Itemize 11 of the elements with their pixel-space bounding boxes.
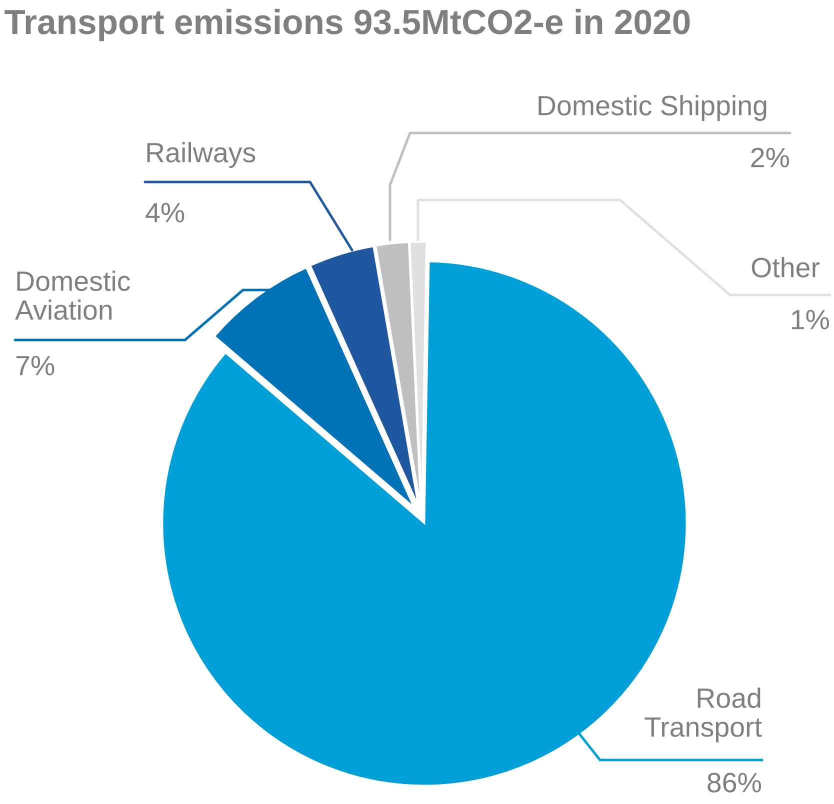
data-label: 7% (16, 356, 54, 376)
chart-title: Transport emissions 93.5MtCO2-e in 2020 (4, 8, 690, 42)
slice-label: Domestic Aviation (15, 270, 130, 320)
data-label: 1% (792, 310, 830, 330)
slice-label: Domestic Shipping (538, 95, 766, 121)
slice-label: Other (752, 257, 820, 278)
data-label: 2% (751, 148, 790, 168)
slice-label: Railways (147, 142, 256, 168)
data-label: 4% (146, 202, 184, 222)
data-label: 86% (708, 772, 762, 792)
slice-label: Road Transport (644, 688, 762, 742)
